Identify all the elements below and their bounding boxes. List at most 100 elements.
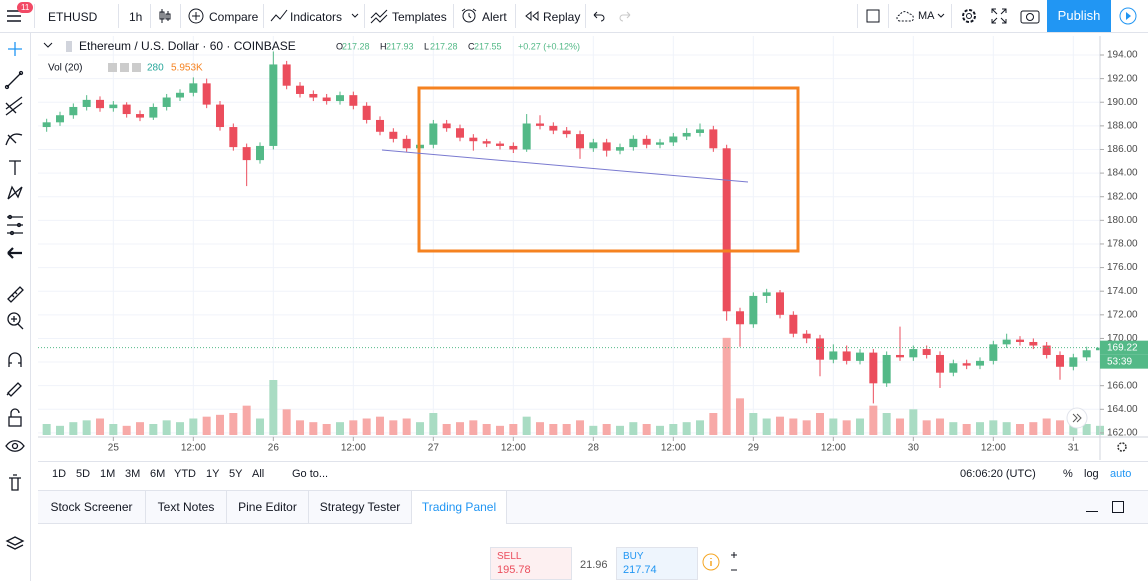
volume-bar — [256, 418, 264, 435]
replay-icon[interactable] — [525, 11, 539, 21]
candle-body — [976, 360, 984, 366]
range-button[interactable]: 6M — [150, 468, 166, 480]
maximize-button[interactable] — [1112, 501, 1124, 513]
y-tick-label: 174.00 — [1107, 286, 1138, 297]
legend-button[interactable] — [132, 63, 141, 72]
indicators-icon[interactable] — [270, 9, 288, 23]
legend-button[interactable] — [120, 63, 129, 72]
range-button[interactable]: 5Y — [229, 468, 243, 480]
legend-button[interactable] — [108, 63, 117, 72]
candle-body — [1042, 345, 1051, 355]
last-price-badge — [1100, 340, 1148, 355]
range-button[interactable]: 3M — [125, 468, 141, 480]
volume-average: 5.953K — [171, 63, 203, 74]
x-tick-label: 12:00 — [661, 443, 686, 454]
highlight-rectangle[interactable] — [417, 86, 800, 253]
compare-button[interactable]: Compare — [209, 10, 259, 24]
candle-body — [1069, 357, 1078, 367]
goto-button[interactable]: Go to... — [292, 468, 329, 480]
candle-body — [722, 148, 731, 312]
range-button[interactable]: 1M — [100, 468, 116, 480]
log-toggle[interactable]: log — [1084, 468, 1099, 480]
volume-bar — [56, 425, 64, 435]
templates-button[interactable]: Templates — [392, 10, 447, 24]
candle-body — [69, 106, 78, 116]
volume-bar — [549, 424, 558, 435]
time-axis: 25 12:00 26 12:00 27 12:00 28 12:00 29 12:00 30 12:… — [108, 437, 1079, 454]
symbol[interactable]: ETHUSD — [48, 10, 98, 24]
candle-body — [336, 95, 344, 102]
interval[interactable]: 1h — [129, 10, 143, 24]
volume-bar — [1042, 418, 1051, 435]
sell-box[interactable] — [490, 547, 572, 580]
candle-body — [616, 147, 624, 151]
chart-style-icon[interactable] — [158, 8, 172, 24]
volume-bar — [42, 424, 51, 435]
candle-body — [1056, 354, 1064, 367]
candle-body — [509, 145, 518, 150]
bottom-tabs: Stock Screener Text Notes Pine Editor Strat… — [38, 490, 1148, 524]
indicators-button[interactable]: Indicators — [290, 10, 343, 24]
buy-box[interactable] — [616, 547, 698, 580]
chart-title: Ethereum / U.S. Dollar · 60 · COINBASE — [79, 39, 296, 53]
ohlc-label: O — [336, 41, 343, 51]
percent-toggle[interactable]: % — [1063, 468, 1073, 480]
drawing-toolbar — [0, 33, 31, 581]
tab[interactable]: Pine Editor — [227, 491, 309, 523]
x-tick-label: 27 — [428, 443, 440, 454]
layout-icon[interactable] — [866, 9, 880, 23]
volume-legend-name: Vol (20) — [48, 63, 82, 74]
dropdown-icon[interactable] — [351, 13, 359, 19]
minimize-button[interactable] — [1086, 511, 1098, 512]
play-icon[interactable] — [1117, 6, 1139, 26]
volume-bar — [496, 425, 504, 435]
templates-icon[interactable] — [370, 8, 388, 24]
range-button[interactable]: 5D — [76, 468, 91, 480]
candle-body — [216, 104, 224, 128]
volume-bar — [802, 420, 811, 435]
order-controls[interactable] — [700, 550, 744, 578]
candle-body — [122, 104, 131, 115]
tab[interactable]: Strategy Tester — [309, 491, 412, 523]
ma-label[interactable]: MA — [918, 10, 935, 22]
candle-body — [736, 311, 744, 325]
collapse-icon[interactable] — [43, 42, 53, 48]
volume-bar — [402, 418, 411, 435]
alert-icon[interactable] — [460, 8, 478, 24]
range-button[interactable]: All — [252, 468, 265, 480]
range-button[interactable]: 1Y — [206, 468, 220, 480]
sell-price: 195.78 — [497, 564, 531, 576]
fullscreen-icon[interactable] — [991, 8, 1007, 24]
candle-body — [642, 138, 651, 145]
candle-body — [322, 97, 331, 102]
candle-body — [349, 95, 358, 106]
volume-bar — [616, 425, 624, 435]
trend-line[interactable] — [381, 149, 749, 183]
volume-bar — [442, 424, 451, 435]
cloud-icon[interactable] — [896, 10, 916, 22]
tab[interactable]: Trading Panel — [412, 491, 507, 524]
range-button[interactable]: 1D — [52, 468, 67, 480]
snapshot-icon[interactable] — [1020, 8, 1040, 24]
auto-toggle[interactable]: auto — [1110, 468, 1132, 480]
tab[interactable]: Text Notes — [146, 491, 227, 523]
range-button[interactable]: YTD — [174, 468, 196, 480]
volume-bar — [936, 418, 944, 435]
volume-bar — [269, 380, 278, 435]
undo-redo-icons[interactable] — [592, 10, 632, 22]
candle-body — [842, 351, 851, 361]
grid — [38, 36, 1100, 437]
settings-icon[interactable] — [960, 7, 978, 25]
tab[interactable]: Stock Screener — [38, 491, 146, 523]
volume-bar — [709, 413, 718, 435]
drawing-tools[interactable] — [0, 33, 30, 581]
volume-bar — [149, 424, 158, 435]
volume-bar — [69, 422, 78, 435]
alert-button[interactable]: Alert — [482, 10, 507, 24]
publish-button[interactable]: Publish — [1047, 0, 1111, 32]
axis-settings-icon[interactable] — [1117, 442, 1127, 452]
dropdown-icon[interactable] — [937, 13, 945, 19]
compare-icon[interactable] — [188, 8, 204, 24]
y-tick-label: 164.00 — [1107, 404, 1138, 415]
replay-button[interactable]: Replay — [543, 10, 581, 24]
